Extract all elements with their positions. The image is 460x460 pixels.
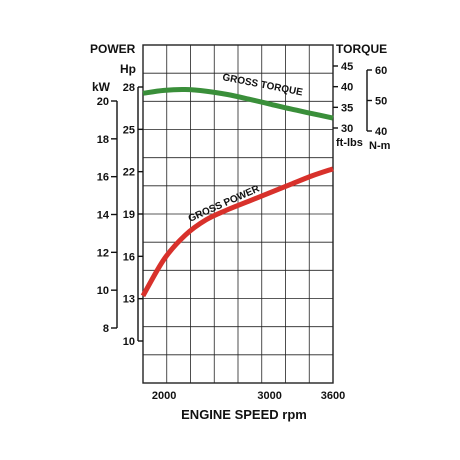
x-axis-label: ENGINE SPEED rpm [181,407,307,422]
nm-tick-label-60: 60 [375,65,387,77]
hp-unit-label: Hp [120,62,136,76]
hp-tick-label-10: 10 [123,336,135,348]
gross-torque-line [142,87,334,121]
hp-tick-label-19: 19 [123,209,135,221]
kw-tick-label-14: 14 [97,210,110,222]
gross-power-label: GROSS POWER [187,183,262,225]
kw-tick-label-20: 20 [97,96,109,108]
nm-unit-label: N-m [369,140,391,152]
ftlbs-unit-label: ft-lbs [336,137,363,149]
gross-power-line [140,166,334,298]
tick-labels: 28 25 22 19 16 13 10 20 18 16 14 12 10 8 45 40 35 30 60 50 4… [97,61,388,402]
x-tick-label-3000: 3000 [257,390,281,402]
power-axis-title: POWER [90,42,136,56]
x-tick-label-3600: 3600 [321,390,345,402]
ftlbs-tick-label-45: 45 [341,61,353,73]
nm-tick-label-50: 50 [375,96,387,108]
nm-tick-label-40: 40 [375,126,387,138]
kw-tick-label-8: 8 [103,323,109,335]
torque-axis-title: TORQUE [336,42,387,56]
kw-tick-label-12: 12 [97,247,109,259]
hp-tick-label-25: 25 [123,124,135,136]
kw-unit-label: kW [92,80,111,94]
kw-tick-label-16: 16 [97,172,109,184]
hp-tick-label-28: 28 [123,82,135,94]
axes [111,44,372,384]
kw-tick-label-18: 18 [97,134,109,146]
ftlbs-tick-label-35: 35 [341,102,353,114]
x-tick-label-2000: 2000 [152,390,176,402]
ftlbs-tick-label-40: 40 [341,82,353,94]
hp-tick-label-13: 13 [123,294,135,306]
series-lines [140,87,334,298]
hp-tick-label-22: 22 [123,167,135,179]
ftlbs-tick-label-30: 30 [341,123,353,135]
kw-tick-label-10: 10 [97,285,109,297]
hp-tick-label-16: 16 [123,251,135,263]
